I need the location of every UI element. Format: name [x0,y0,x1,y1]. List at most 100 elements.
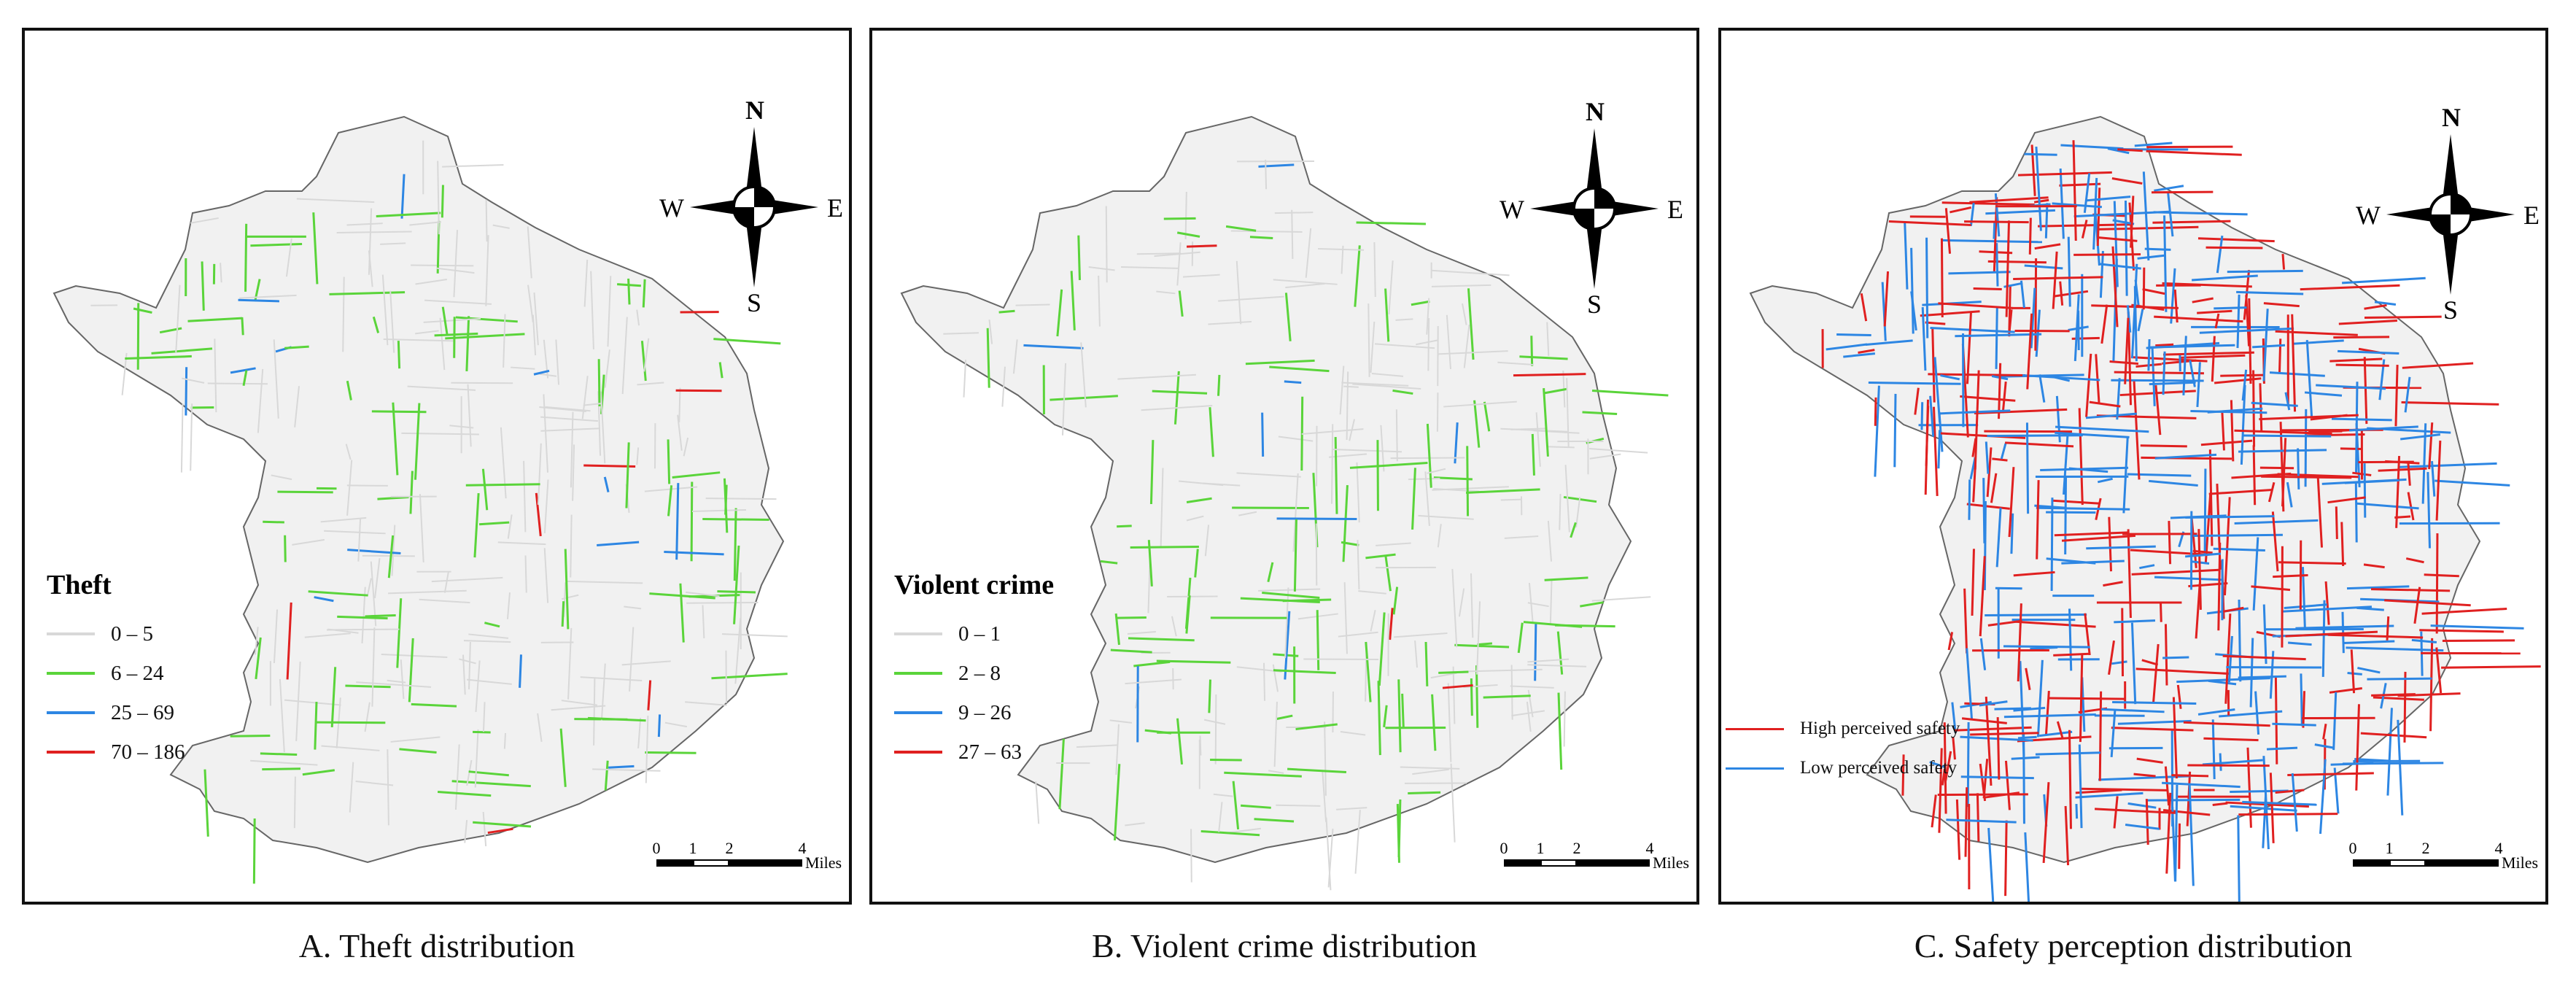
road-segment [1012,339,1018,374]
road-segment [1466,446,1470,516]
road-segment [473,492,480,558]
road-segment [2333,767,2340,814]
road-segment [2333,336,2390,339]
road-segment [400,174,406,219]
road-segment [1076,744,1118,748]
road-segment [597,359,601,407]
road-segment [337,615,388,620]
road-segment [1023,344,1084,349]
road-segment [1982,759,1989,799]
road-segment [2208,679,2237,686]
road-segment [1458,588,1465,617]
road-segment [2322,724,2327,740]
road-segment [1427,468,1446,474]
road-segment [2036,659,2044,738]
road-segment [2189,360,2196,387]
road-segment [2188,784,2195,886]
road-segment [284,345,309,349]
road-segment [262,767,301,771]
road-segment [537,443,542,505]
road-segment [629,627,635,692]
road-segment [473,821,532,828]
road-segment [1115,724,1120,775]
road-segment [464,820,468,843]
road-segment [2017,735,2037,740]
road-segment [1500,427,1568,433]
road-segment [1470,573,1474,638]
road-segment [466,759,473,786]
road-segment [485,199,488,242]
road-segment [2015,620,2096,628]
road-segment [1254,818,1295,823]
road-segment [600,663,606,721]
road-segment [1904,222,1909,290]
road-segment [1224,771,1302,778]
road-segment [159,327,182,334]
road-segment [2083,173,2091,213]
road-segment [443,571,449,593]
road-segment [2363,357,2368,425]
road-segment [1116,616,1147,619]
road-segment [2288,641,2312,646]
road-segment [1979,638,1987,670]
road-segment [677,414,683,451]
road-segment [1966,648,1974,720]
road-segment [479,521,510,526]
road-segment [583,402,602,406]
road-segment [1316,610,1320,670]
road-segment [1483,401,1491,432]
road-segment [409,221,441,226]
road-segment [439,317,446,371]
road-segment [535,492,542,537]
road-segment [1931,794,1937,828]
city-boundary [900,115,1632,864]
road-segment [2400,433,2441,441]
road-segment [2214,306,2247,310]
road-segment [1526,701,1532,732]
road-segment [2127,473,2192,477]
road-segment [2397,719,2404,816]
road-segment [1427,317,1430,371]
road-segment [376,212,441,217]
legend-swatch [1726,767,1784,770]
road-segment [451,780,531,788]
road-segment [423,317,481,323]
road-segment [2164,624,2168,686]
road-segment [453,317,456,358]
road-segment [1125,822,1145,827]
road-segment [2134,142,2173,147]
road-segment [2038,374,2046,403]
road-segment [1184,191,1187,239]
road-segment [608,765,635,769]
road-segment [1430,672,1457,679]
legend-swatch [894,632,942,635]
road-segment [362,554,415,557]
road-segment [1218,295,1284,302]
scale-tick: 2 [1572,839,1581,857]
legend-item: 25 – 69 [47,693,185,732]
road-segment [1972,465,1976,503]
road-segment [2234,429,2332,436]
road-segment [607,276,612,347]
road-segment [2310,414,2348,421]
road-segment [1339,365,1345,415]
road-segment [2099,251,2104,298]
road-segment [2107,147,2130,155]
road-segment [1208,320,1252,325]
road-segment [1883,271,1890,327]
road-segment [407,385,476,391]
scale-tick: 2 [725,839,734,857]
road-segment [1061,363,1067,436]
road-segment [2200,439,2253,446]
road-segment [2017,603,2022,682]
legend-label: 25 – 69 [111,700,174,724]
road-segment [273,339,279,419]
road-segment [2135,667,2231,676]
road-segment [1939,432,2026,439]
road-segment [667,439,671,484]
road-segment [419,598,470,604]
road-segment [2142,287,2165,295]
road-segment [1341,245,1344,274]
road-segment [2146,150,2242,156]
road-segment [1342,484,1349,562]
